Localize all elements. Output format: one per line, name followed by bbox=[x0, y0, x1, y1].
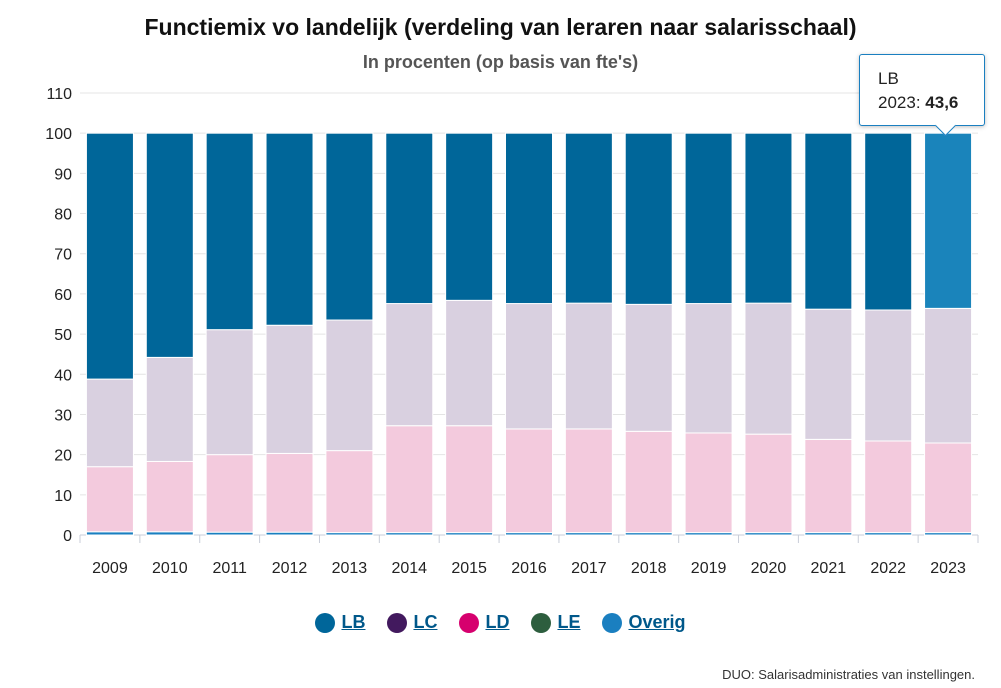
bar-segment-lc bbox=[145, 356, 194, 462]
x-tick-label: 2023 bbox=[930, 560, 966, 577]
y-tick-label: 50 bbox=[54, 327, 72, 344]
tooltip-series: LB bbox=[878, 69, 899, 88]
legend-label-lb: LB bbox=[341, 612, 366, 632]
bar-segment-lc bbox=[564, 302, 613, 430]
legend-label-lc: LC bbox=[413, 612, 438, 632]
bar-segment-lb bbox=[564, 132, 613, 304]
bar-segment-lc bbox=[505, 303, 553, 430]
legend-item-lb[interactable]: LB bbox=[315, 612, 365, 633]
y-tick-label: 80 bbox=[54, 207, 72, 224]
bar-segment-lc bbox=[924, 307, 973, 444]
bar-segment-ld bbox=[205, 454, 254, 533]
legend-dot-ld bbox=[459, 612, 480, 633]
x-tick-label: 2013 bbox=[332, 560, 368, 577]
x-tick-label: 2015 bbox=[451, 560, 487, 577]
bar-segment-lb bbox=[684, 132, 733, 305]
x-tick-label: 2020 bbox=[751, 560, 787, 577]
bar-segment-lc bbox=[85, 378, 134, 468]
bar-segment-lc bbox=[325, 319, 374, 452]
bar-segment-ld bbox=[744, 433, 793, 534]
bar-segment-lb bbox=[804, 132, 853, 310]
chart-legend: LB LC LD LE Overig bbox=[0, 612, 1001, 633]
legend-dot-le bbox=[531, 612, 552, 633]
bar-segment-lc bbox=[445, 299, 494, 427]
bar-segment-lb bbox=[624, 132, 673, 305]
bar-segment-ld bbox=[445, 425, 494, 534]
bar-segment-lb bbox=[445, 132, 494, 301]
x-tick-label: 2022 bbox=[870, 560, 906, 577]
y-tick-label: 0 bbox=[63, 528, 72, 545]
legend-label-le: LE bbox=[557, 612, 581, 632]
y-tick-label: 110 bbox=[46, 86, 72, 103]
bar-segment-lb bbox=[744, 132, 793, 304]
bar-segment-lb bbox=[325, 132, 374, 321]
x-tick-label: 2011 bbox=[212, 560, 247, 577]
y-tick-label: 40 bbox=[54, 367, 72, 384]
bar-segment-ld bbox=[564, 428, 613, 534]
bar-segment-ld bbox=[624, 430, 673, 534]
tooltip-value: 43,6 bbox=[925, 93, 959, 112]
legend-item-lc[interactable]: LC bbox=[387, 612, 437, 633]
bar-segment-lc bbox=[624, 303, 673, 432]
bar-segment-lb bbox=[864, 132, 913, 311]
chart-tooltip: LB 2023: 43,6 bbox=[859, 54, 985, 137]
bar-segment-lc bbox=[864, 309, 913, 442]
legend-item-ld[interactable]: LD bbox=[459, 612, 509, 633]
legend-item-le[interactable]: LE bbox=[531, 612, 580, 633]
bar-segment-ld bbox=[684, 432, 733, 534]
bar-segment-lc bbox=[205, 329, 254, 456]
y-tick-label: 100 bbox=[45, 126, 72, 143]
chart-plot: 0 10 20 30 40 50 60 70 80 90 100 110 2009 2010 2011 201… bbox=[45, 86, 979, 577]
bar-segment-lb bbox=[205, 132, 254, 331]
bar-segment-lc bbox=[385, 303, 434, 427]
legend-dot-lb bbox=[315, 612, 336, 633]
y-tick-label: 70 bbox=[54, 247, 72, 264]
x-tick-label: 2010 bbox=[152, 560, 188, 577]
bar-segment-ld bbox=[265, 452, 314, 533]
bar-segment-ld bbox=[505, 428, 553, 534]
y-tick-label: 10 bbox=[54, 488, 72, 505]
x-tick-label: 2016 bbox=[511, 560, 547, 577]
y-tick-label: 30 bbox=[54, 407, 72, 424]
legend-label-ld: LD bbox=[485, 612, 510, 632]
source-credit: DUO: Salarisadministraties van instellin… bbox=[722, 667, 975, 682]
bar-segment-lc bbox=[804, 308, 853, 440]
bar-segment-lb bbox=[145, 132, 194, 358]
chart-subtitle: In procenten (op basis van fte's) bbox=[362, 52, 639, 72]
y-tick-label: 90 bbox=[54, 166, 72, 183]
y-tick-label: 60 bbox=[54, 287, 72, 304]
x-tick-label: 2021 bbox=[811, 560, 847, 577]
x-tick-label: 2019 bbox=[691, 560, 727, 577]
legend-dot-overig bbox=[602, 612, 623, 633]
bar-segment-lb bbox=[385, 132, 434, 305]
bar-segment-lb bbox=[85, 132, 134, 380]
legend-dot-lc bbox=[387, 612, 408, 633]
bar-segment-ld bbox=[864, 440, 913, 534]
legend-label-overig: Overig bbox=[628, 612, 686, 632]
x-tick-label: 2014 bbox=[391, 560, 427, 577]
bar-segment-lc bbox=[684, 303, 733, 434]
legend-item-overig[interactable]: Overig bbox=[602, 612, 686, 633]
bar-segment-lc bbox=[744, 302, 793, 435]
bar-segment-lb bbox=[265, 132, 314, 326]
bar-segment-ld bbox=[145, 460, 194, 533]
bar-segment-ld bbox=[924, 442, 973, 534]
x-tick-label: 2018 bbox=[631, 560, 667, 577]
chart-title: Functiemix vo landelijk (verdeling van l… bbox=[144, 14, 857, 40]
tooltip-year: 2023: bbox=[878, 93, 921, 112]
x-tick-label: 2012 bbox=[272, 560, 308, 577]
tooltip-value-row: 2023: 43,6 bbox=[878, 91, 984, 115]
bar-segment-ld bbox=[385, 425, 434, 534]
x-tick-label: 2009 bbox=[92, 560, 128, 577]
bar-segment-lc bbox=[265, 324, 314, 454]
y-tick-label: 20 bbox=[54, 448, 72, 465]
bar-segment-lb bbox=[505, 132, 553, 305]
bar-segment-ld bbox=[325, 450, 374, 534]
bar-segment-ld bbox=[85, 466, 134, 533]
x-tick-label: 2017 bbox=[571, 560, 607, 577]
bar-segment-lb bbox=[924, 132, 973, 309]
bar-segment-ld bbox=[804, 438, 853, 534]
